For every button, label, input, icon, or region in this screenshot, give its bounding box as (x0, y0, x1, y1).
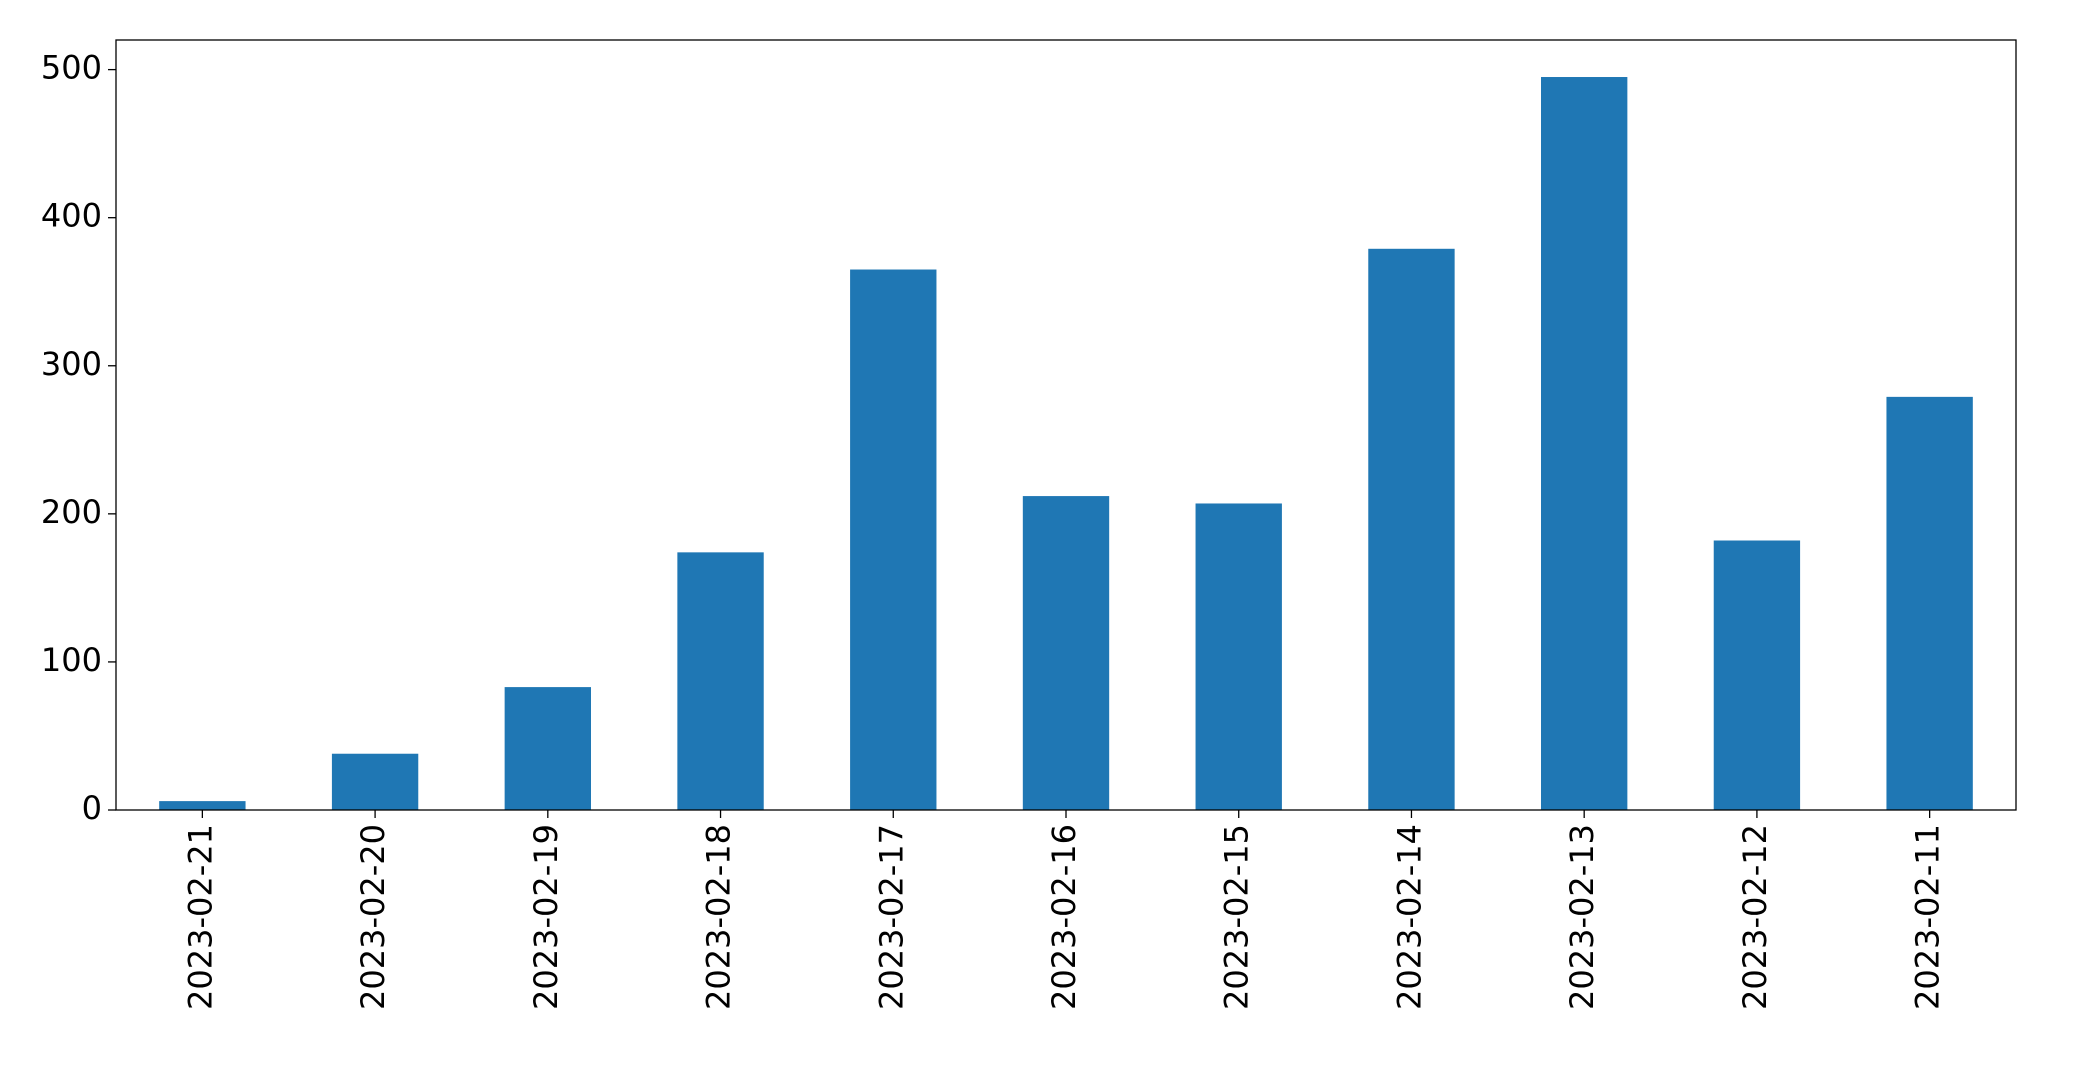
x-tick-label: 2023-02-18 (700, 824, 738, 1010)
y-tick-label: 200 (41, 493, 102, 531)
x-tick-label: 2023-02-13 (1563, 824, 1601, 1010)
x-tick-label: 2023-02-17 (872, 824, 910, 1010)
bar (1541, 77, 1628, 811)
bar (1886, 396, 1973, 810)
bar (1022, 496, 1110, 810)
bar (1195, 503, 1282, 810)
bar (159, 801, 246, 810)
bar (504, 687, 591, 810)
x-tick-label: 2023-02-15 (1218, 824, 1256, 1010)
x-tick-label: 2023-02-11 (1909, 824, 1947, 1010)
bar (677, 552, 764, 810)
y-tick-label: 0 (82, 789, 102, 827)
x-tick-label: 2023-02-19 (527, 824, 565, 1010)
x-tick-label: 2023-02-12 (1736, 824, 1774, 1010)
x-tick-label: 2023-02-14 (1390, 824, 1428, 1010)
y-tick-label: 500 (41, 49, 102, 87)
x-tick-label: 2023-02-21 (181, 824, 219, 1010)
x-tick-label: 2023-02-20 (354, 824, 392, 1010)
bar (331, 753, 419, 810)
bar (1713, 540, 1801, 810)
x-tick-label: 2023-02-16 (1045, 824, 1083, 1010)
axes-frame (115, 39, 2017, 811)
bar (1368, 248, 1455, 811)
y-tick-label: 100 (41, 641, 102, 679)
y-tick-label: 400 (41, 197, 102, 235)
bar (850, 269, 937, 810)
y-tick-label: 300 (41, 345, 102, 383)
